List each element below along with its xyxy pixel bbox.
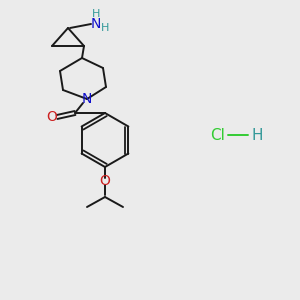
Text: O: O <box>46 110 57 124</box>
Text: Cl: Cl <box>211 128 225 142</box>
Text: O: O <box>100 174 110 188</box>
Text: H: H <box>251 128 263 142</box>
Text: H: H <box>101 23 109 33</box>
Text: H: H <box>92 9 100 19</box>
Text: N: N <box>91 17 101 31</box>
Text: N: N <box>82 92 92 106</box>
